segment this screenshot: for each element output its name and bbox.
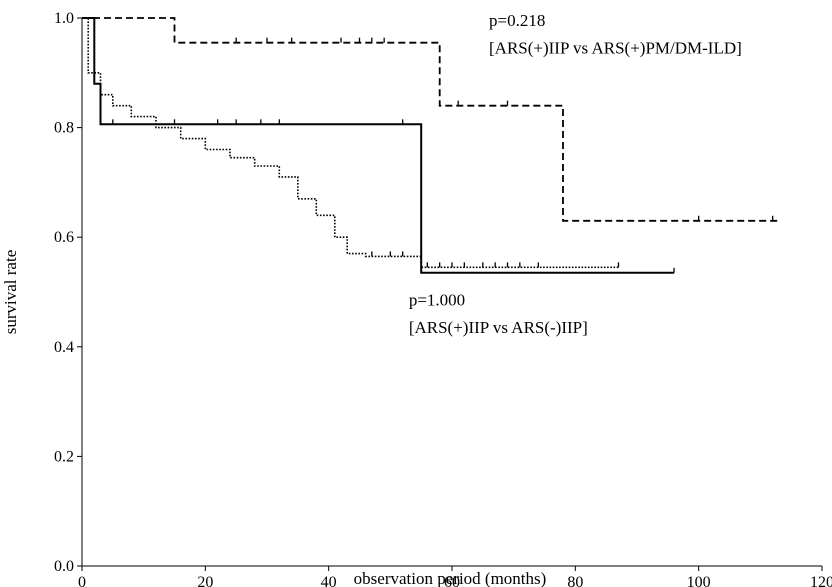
y-tick-label: 0.8: [54, 120, 74, 137]
y-tick-label: 0.6: [54, 229, 74, 246]
y-tick-label: 0.4: [54, 339, 74, 356]
x-tick-label: 40: [321, 574, 337, 587]
y-tick-label: 1.0: [54, 10, 74, 27]
x-tick-label: 100: [687, 574, 711, 587]
annotation-text: p=1.000: [409, 291, 465, 310]
x-tick-label: 20: [197, 574, 213, 587]
x-ticks: 0 20 40 60 80 100 120: [78, 566, 832, 587]
y-tick-label: 0.0: [54, 558, 74, 575]
p-value-annotations: p=0.218 [ARS(+)IIP vs ARS(+)PM/DM-ILD] p=1…: [409, 11, 742, 337]
x-tick-label: 0: [78, 574, 86, 587]
x-tick-label: 120: [810, 574, 832, 587]
x-tick-label: 60: [444, 574, 460, 587]
annotation-text: [ARS(+)IIP vs ARS(-)IIP]: [409, 318, 588, 337]
km-curve-dashed: [82, 17, 779, 222]
survival-curves: [82, 17, 779, 274]
km-curve-dotted: [82, 17, 619, 269]
y-axis-label: survival rate: [1, 250, 20, 335]
y-tick-label: 0.2: [54, 448, 74, 465]
y-ticks: 0.0 0.2 0.4 0.6 0.8 1.0: [54, 10, 82, 575]
x-axis-label: observation period (months): [354, 569, 547, 587]
annotation-text: [ARS(+)IIP vs ARS(+)PM/DM-ILD]: [489, 39, 742, 58]
x-tick-label: 80: [567, 574, 583, 587]
annotation-text: p=0.218: [489, 11, 545, 30]
